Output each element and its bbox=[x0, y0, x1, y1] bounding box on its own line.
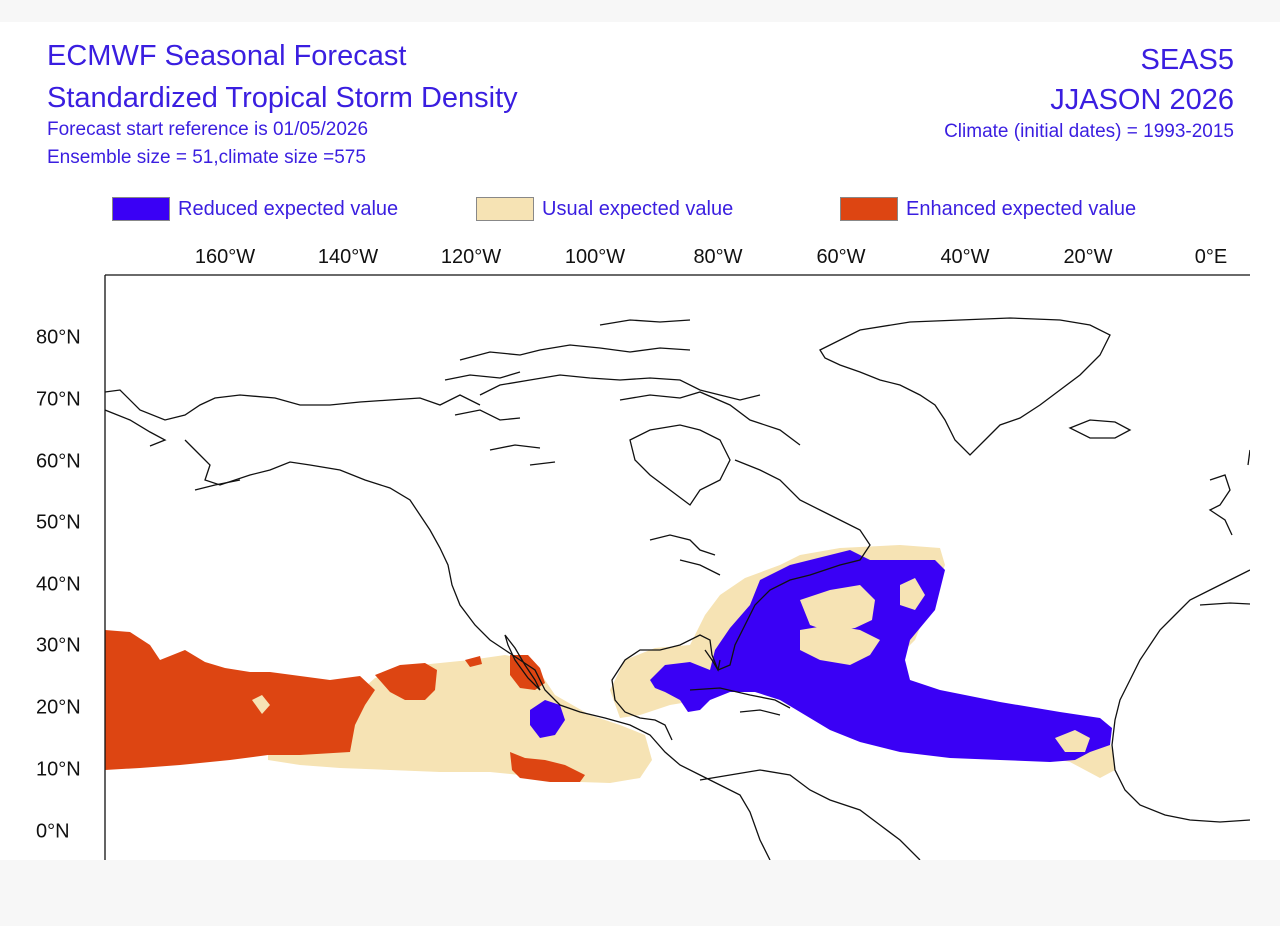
usual-hole-4 bbox=[1055, 730, 1090, 752]
enhanced-hawaii-hole bbox=[252, 695, 270, 714]
legend-swatch-enhanced bbox=[840, 197, 898, 221]
lat-label-70n: 70°N bbox=[36, 388, 81, 411]
lon-label-80w: 80°W bbox=[693, 246, 743, 268]
figure-subtitle: Standardized Tropical Storm Density bbox=[47, 82, 518, 114]
legend-swatch-reduced bbox=[112, 197, 170, 221]
legend-label-usual: Usual expected value bbox=[542, 197, 734, 220]
lat-label-10n: 10°N bbox=[36, 758, 81, 781]
lon-label-60w: 60°W bbox=[816, 246, 866, 268]
reduced-region-atlantic-mdr bbox=[650, 550, 1112, 762]
reduced-region-pacific-small bbox=[530, 700, 565, 738]
legend-label-enhanced: Enhanced expected value bbox=[906, 197, 1137, 220]
usual-region-east-pacific bbox=[268, 655, 652, 783]
lat-label-60n: 60°N bbox=[36, 450, 81, 473]
climate-text: Climate (initial dates) = 1993-2015 bbox=[944, 121, 1234, 142]
legend-item-usual: Usual expected value bbox=[476, 196, 733, 222]
legend-item-reduced: Reduced expected value bbox=[112, 196, 398, 222]
system-label: SEAS5 bbox=[1140, 44, 1235, 76]
lat-label-80n: 80°N bbox=[36, 326, 81, 349]
ensemble-text: Ensemble size = 51,climate size =575 bbox=[47, 147, 366, 168]
usual-hole-1 bbox=[800, 585, 875, 632]
lat-label-40n: 40°N bbox=[36, 573, 81, 596]
enhanced-region-north-pacific bbox=[375, 663, 437, 700]
forecast-start-text: Forecast start reference is 01/05/2026 bbox=[47, 119, 369, 140]
lon-label-120w: 120°W bbox=[440, 246, 502, 268]
lon-label-160w: 160°W bbox=[194, 246, 256, 268]
lon-label-0e: 0°E bbox=[1194, 246, 1228, 268]
usual-hole-2 bbox=[800, 625, 880, 665]
lat-label-0n: 0°N bbox=[36, 820, 70, 843]
enhanced-region-small-1 bbox=[465, 656, 482, 667]
lat-label-20n: 20°N bbox=[36, 696, 81, 719]
coastlines bbox=[105, 317, 1250, 860]
enhanced-region-central-pacific bbox=[105, 630, 375, 770]
lon-label-40w: 40°W bbox=[940, 246, 990, 268]
figure-title: ECMWF Seasonal Forecast bbox=[47, 40, 407, 72]
legend-label-reduced: Reduced expected value bbox=[178, 197, 399, 220]
lat-label-30n: 30°N bbox=[36, 634, 81, 657]
legend-swatch-usual bbox=[476, 197, 534, 221]
lon-label-140w: 140°W bbox=[317, 246, 379, 268]
legend-item-enhanced: Enhanced expected value bbox=[840, 196, 1136, 222]
lon-label-20w: 20°W bbox=[1063, 246, 1113, 268]
enhanced-region-southern bbox=[510, 752, 585, 782]
lat-label-50n: 50°N bbox=[36, 511, 81, 534]
lon-label-100w: 100°W bbox=[564, 246, 626, 268]
period-label: JJASON 2026 bbox=[1050, 84, 1234, 116]
usual-hole-3 bbox=[900, 578, 925, 610]
